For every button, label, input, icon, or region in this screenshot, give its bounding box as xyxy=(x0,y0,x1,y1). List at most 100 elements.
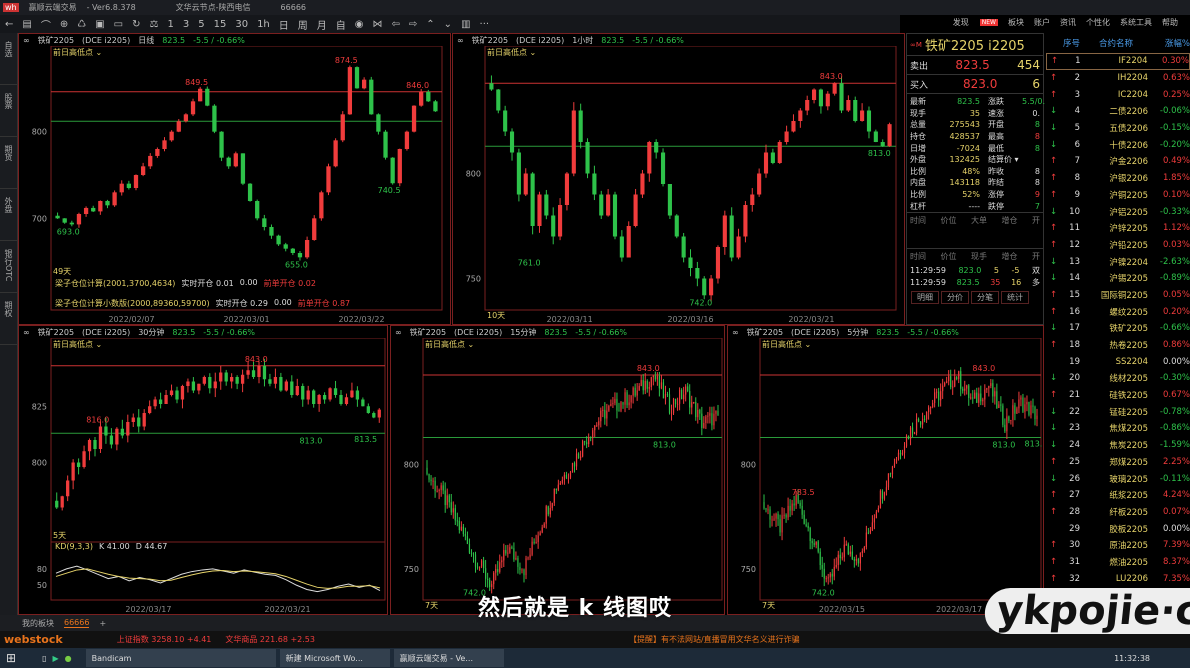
toolbar-button[interactable]: ← xyxy=(5,18,14,30)
toolbar-button[interactable]: 30 xyxy=(235,18,249,30)
toolbar-button[interactable]: ▣ xyxy=(95,18,105,30)
app-icon[interactable]: ● xyxy=(64,653,72,663)
bottom-tab[interactable]: 我的板块 xyxy=(22,618,54,628)
indicator-selector[interactable]: 前日高低点 ⌄ xyxy=(728,339,811,350)
indicator-selector[interactable]: 前日高低点 ⌄ xyxy=(391,339,474,350)
list-item[interactable]: ↓ 26 玻璃2205 -0.11% xyxy=(1046,470,1190,487)
toolbar-button[interactable]: 15 xyxy=(213,18,227,30)
list-item[interactable]: ↓ 10 沪铝2205 -0.33% xyxy=(1046,203,1190,220)
list-item[interactable]: ↑ 31 燃油2205 8.37% xyxy=(1046,554,1190,571)
toolbar-button[interactable]: ↻ xyxy=(132,18,141,30)
taskbar-app[interactable]: 新建 Microsoft Wo... xyxy=(279,649,390,667)
toolbar-button[interactable]: 周 xyxy=(297,20,308,32)
period-selector[interactable]: 30分钟 xyxy=(138,327,165,337)
side-tab[interactable]: 期货 xyxy=(0,137,17,189)
list-item[interactable]: ↓ 22 锰硅2205 -0.78% xyxy=(1046,403,1190,420)
side-tab[interactable]: 期权 xyxy=(0,293,17,345)
indicator-selector[interactable]: 前日高低点 ⌄ xyxy=(19,339,102,350)
list-item[interactable]: ↓ 5 五债2206 -0.15% xyxy=(1046,120,1190,137)
list-item[interactable]: ↑ 8 沪银2206 1.85% xyxy=(1046,170,1190,187)
list-item[interactable]: ↑ 1 IF2204 0.30% xyxy=(1046,53,1190,70)
kd-indicator[interactable]: KD(9,3,3) K 41.00 D 44.67 xyxy=(55,542,167,551)
sell-row[interactable]: 卖出 823.5 454 xyxy=(907,56,1043,75)
list-item[interactable]: ↑ 21 硅铁2205 0.67% xyxy=(1046,387,1190,404)
quote-label[interactable]: 结算价 ▾ xyxy=(988,155,1019,165)
symbol[interactable]: 铁矿2205 xyxy=(409,327,447,337)
list-item[interactable]: ↑ 32 LU2206 7.35% xyxy=(1046,570,1190,587)
quote-tab[interactable]: 明细 xyxy=(911,291,939,305)
symbol[interactable]: 铁矿2205 xyxy=(746,327,784,337)
indicator-selector[interactable]: 前日高低点 ⌄ xyxy=(19,47,102,58)
list-item[interactable]: ↓ 4 二债2206 -0.06% xyxy=(1046,103,1190,120)
list-item[interactable]: ↑ 25 郑煤2205 2.25% xyxy=(1046,454,1190,471)
menu-item[interactable]: 发现 xyxy=(952,17,969,27)
notice-text[interactable]: 【提醒】有不法网站/直播冒用文华名义进行诈骗 xyxy=(628,635,800,644)
menu-item[interactable]: 个性化 xyxy=(1086,17,1110,27)
list-item[interactable]: ↑ 7 沪金2206 0.49% xyxy=(1046,153,1190,170)
quote-tab[interactable]: 分价 xyxy=(941,291,969,305)
quote-tab[interactable]: 统计 xyxy=(1001,291,1029,305)
kline-chart-1小时[interactable]: ∞ 铁矿2205 (DCE i2205) 1小时 823.5 -5.5 / -0.66% 7… xyxy=(452,33,905,325)
symbol[interactable]: 铁矿2205 xyxy=(471,35,509,45)
menu-item[interactable]: 系统工具 xyxy=(1120,17,1152,27)
sub-indicator[interactable]: 梁子仓位计算(2001,3700,4634) 实时开仓 0.01 0.00 前单开仓 … xyxy=(55,278,316,289)
buy-row[interactable]: 买入 823.0 6 xyxy=(907,75,1043,94)
kline-chart-5分钟[interactable]: ∞ 铁矿2205 (DCE i2205) 5分钟 823.5 -5.5 / -0.66% 7… xyxy=(727,325,1044,615)
list-item[interactable]: ↓ 20 线材2205 -0.30% xyxy=(1046,370,1190,387)
list-item[interactable]: ↓ 24 焦炭2205 -1.59% xyxy=(1046,437,1190,454)
indicator-selector[interactable]: 前日高低点 ⌄ xyxy=(453,47,536,58)
list-item[interactable]: ↓ 23 焦煤2205 -0.86% xyxy=(1046,420,1190,437)
kline-chart-15分钟[interactable]: ∞ 铁矿2205 (DCE i2205) 15分钟 823.5 -5.5 / -0.66%… xyxy=(390,325,725,615)
side-tab[interactable]: 外盘 xyxy=(0,189,17,241)
list-item[interactable]: 19 SS2204 0.00% xyxy=(1046,353,1190,370)
list-item[interactable]: ↑ 12 沪铅2205 0.03% xyxy=(1046,237,1190,254)
list-item[interactable]: ↓ 17 铁矿2205 -0.66% xyxy=(1046,320,1190,337)
toolbar-button[interactable]: ··· xyxy=(479,18,490,30)
sub-indicator[interactable]: 梁子仓位计算小数版(2000,89360,59700) 实时开仓 0.29 0.00… xyxy=(55,298,350,309)
toolbar-button[interactable]: ⇦ xyxy=(391,18,400,30)
list-item[interactable]: ↑ 28 纤板2205 0.07% xyxy=(1046,504,1190,521)
toolbar-button[interactable]: ⚖ xyxy=(149,18,159,30)
quote-tab[interactable]: 分笔 xyxy=(971,291,999,305)
toolbar-button[interactable]: 自 xyxy=(335,20,346,32)
column-header[interactable]: 合约名称 xyxy=(1098,39,1133,49)
toolbar-button[interactable]: 日 xyxy=(278,20,289,32)
list-item[interactable]: 29 胶板2205 0.00% xyxy=(1046,520,1190,537)
bottom-tab[interactable]: 66666 xyxy=(64,618,90,628)
toolbar-button[interactable]: ▥ xyxy=(461,18,471,30)
toolbar-button[interactable]: 5 xyxy=(198,18,205,30)
side-tab[interactable]: 自选 xyxy=(0,33,17,85)
period-selector[interactable]: 15分钟 xyxy=(510,327,537,337)
list-item[interactable]: ↑ 30 原油2205 7.39% xyxy=(1046,537,1190,554)
kline-chart-日线[interactable]: ∞ 铁矿2205 (DCE i2205) 日线 823.5 -5.5 / -0.66% 70… xyxy=(18,33,451,325)
toolbar-button[interactable]: ▤ xyxy=(22,18,32,30)
menu-item[interactable]: 板块 xyxy=(1008,17,1024,27)
list-item[interactable]: ↑ 2 IH2204 0.63% xyxy=(1046,70,1190,87)
toolbar-button[interactable]: 月 xyxy=(316,20,327,32)
symbol[interactable]: 铁矿2205 xyxy=(37,35,75,45)
toolbar-button[interactable]: ♺ xyxy=(77,18,87,30)
period-selector[interactable]: 日线 xyxy=(138,35,155,45)
toolbar-button[interactable]: ⌒ xyxy=(40,20,51,32)
side-tab[interactable]: 股票 xyxy=(0,85,17,137)
toolbar-button[interactable]: ⋈ xyxy=(372,18,383,30)
menu-item[interactable]: 账户 xyxy=(1034,17,1050,27)
taskbar-app[interactable]: Bandicam xyxy=(85,649,276,667)
media-icon[interactable]: ▶ xyxy=(52,653,59,663)
symbol[interactable]: 铁矿2205 xyxy=(37,327,75,337)
column-header[interactable]: 序号 xyxy=(1062,39,1080,49)
list-item[interactable]: ↑ 18 热卷2205 0.86% xyxy=(1046,337,1190,354)
add-tab-button[interactable]: + xyxy=(99,618,107,628)
list-item[interactable]: ↓ 13 沪镍2204 -2.63% xyxy=(1046,253,1190,270)
windows-start-icon[interactable]: ⊞ xyxy=(6,651,17,665)
list-item[interactable]: ↑ 11 沪锌2205 1.12% xyxy=(1046,220,1190,237)
list-item[interactable]: ↑ 9 沪铜2205 0.10% xyxy=(1046,187,1190,204)
list-item[interactable]: ↓ 14 沪锡2205 -0.89% xyxy=(1046,270,1190,287)
list-item[interactable]: ↓ 6 十债2206 -0.20% xyxy=(1046,136,1190,153)
toolbar-button[interactable]: ⌄ xyxy=(443,18,453,30)
list-item[interactable]: ↑ 3 IC2204 0.25% xyxy=(1046,86,1190,103)
side-tab[interactable]: 银行OTC xyxy=(0,241,17,293)
menu-item[interactable]: 帮助 xyxy=(1162,17,1178,27)
toolbar-button[interactable]: ⊕ xyxy=(59,18,69,30)
toolbar-button[interactable]: 1h xyxy=(257,18,270,30)
